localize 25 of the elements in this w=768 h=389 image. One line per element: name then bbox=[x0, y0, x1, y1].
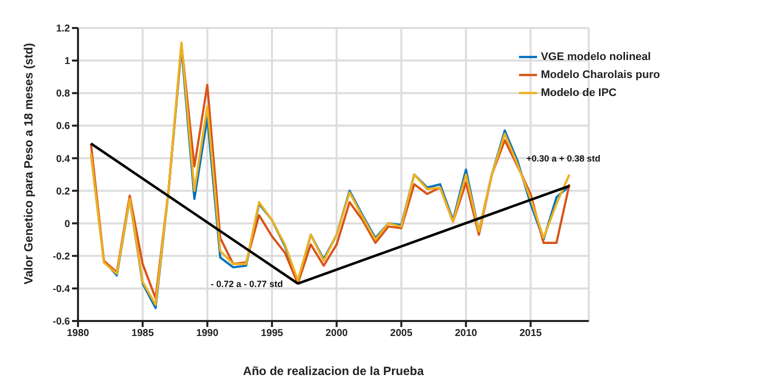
x-tick-label: 1995 bbox=[260, 328, 284, 340]
x-tick-label: 2010 bbox=[454, 328, 478, 340]
x-tick-label: 1990 bbox=[196, 328, 219, 340]
legend-label: Modelo Charolais puro bbox=[540, 68, 660, 81]
y-tick-label: 1.2 bbox=[56, 24, 70, 35]
x-axis-title: Año de realizacion de la Prueba bbox=[243, 364, 424, 378]
x-tick-label: 2005 bbox=[390, 328, 413, 340]
y-tick-label: -0.2 bbox=[52, 251, 70, 262]
annotation: +0.30 a + 0.38 std bbox=[526, 154, 600, 164]
y-axis-title: Valor Genetico para Peso a 18 meses (std) bbox=[21, 43, 36, 284]
x-tick-label: 1985 bbox=[132, 328, 154, 340]
y-tick-label: -0.6 bbox=[52, 316, 70, 328]
legend-label: Modelo de IPC bbox=[540, 86, 617, 99]
legend-label: VGE modelo nolineal bbox=[540, 50, 651, 63]
y-tick-label: 0.4 bbox=[56, 154, 70, 165]
y-tick-label: 0.6 bbox=[56, 121, 70, 132]
x-tick-label: 1980 bbox=[66, 328, 90, 340]
y-tick-label: 0.2 bbox=[56, 186, 70, 198]
y-tick-label: 0.8 bbox=[56, 88, 70, 100]
x-tick-label: 2000 bbox=[326, 328, 348, 340]
y-tick-label: -0.4 bbox=[52, 284, 70, 295]
annotation: - 0.72 a - 0.77 std bbox=[210, 278, 283, 289]
y-tick-label: 1 bbox=[64, 56, 70, 68]
x-tick-label: 2015 bbox=[519, 328, 542, 340]
y-tick-label: 0 bbox=[64, 218, 70, 230]
